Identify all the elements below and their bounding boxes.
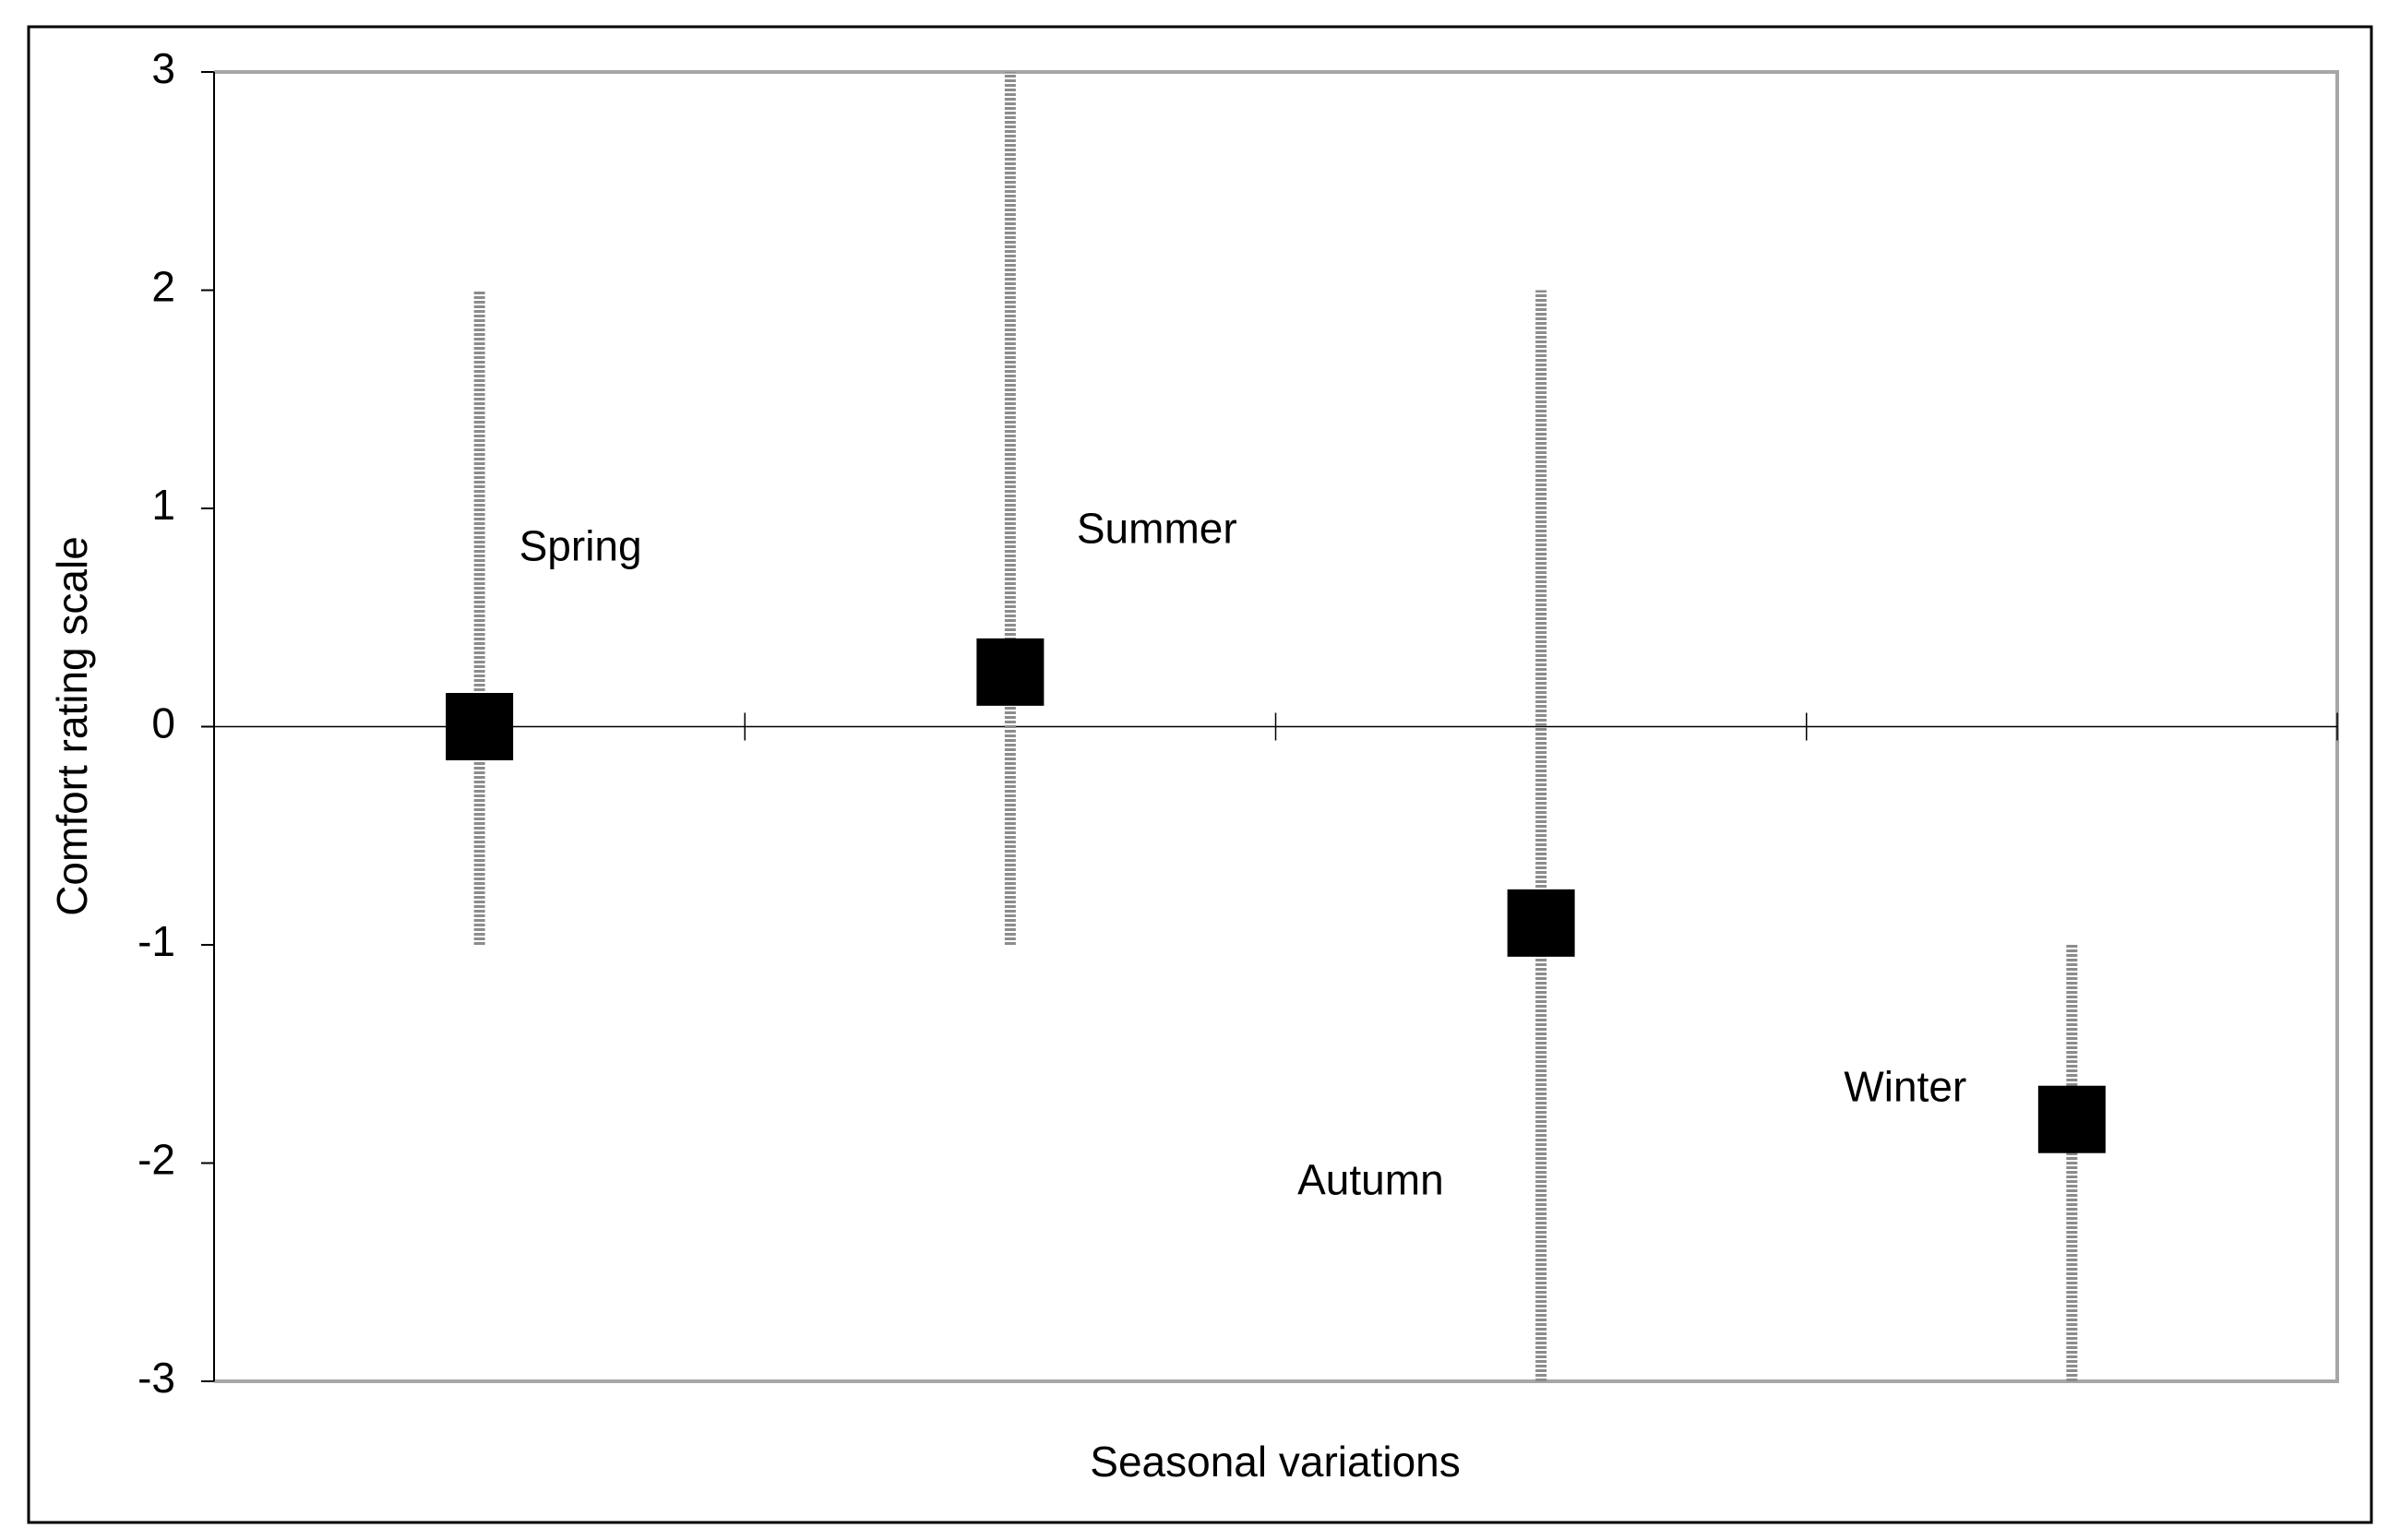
point-label: Summer [1077, 505, 1237, 553]
point-label: Autumn [1297, 1156, 1444, 1204]
marker [446, 693, 514, 760]
x-axis-label: Seasonal variations [1090, 1438, 1460, 1486]
y-tick-label: 3 [151, 44, 175, 92]
point-label: Spring [519, 522, 642, 570]
marker [976, 638, 1045, 706]
point-label: Winter [1844, 1062, 1966, 1110]
marker [1507, 889, 1575, 957]
y-tick-label: -1 [137, 917, 175, 965]
y-tick-label: 2 [151, 263, 175, 311]
chart-border [27, 25, 2373, 1524]
y-tick-label: 1 [151, 481, 175, 529]
y-tick-label: -3 [137, 1354, 175, 1402]
y-tick-label: 0 [151, 699, 175, 747]
y-axis-label: Comfort rating scale [48, 536, 96, 916]
y-tick-label: -2 [137, 1136, 175, 1184]
marker [2037, 1085, 2106, 1153]
